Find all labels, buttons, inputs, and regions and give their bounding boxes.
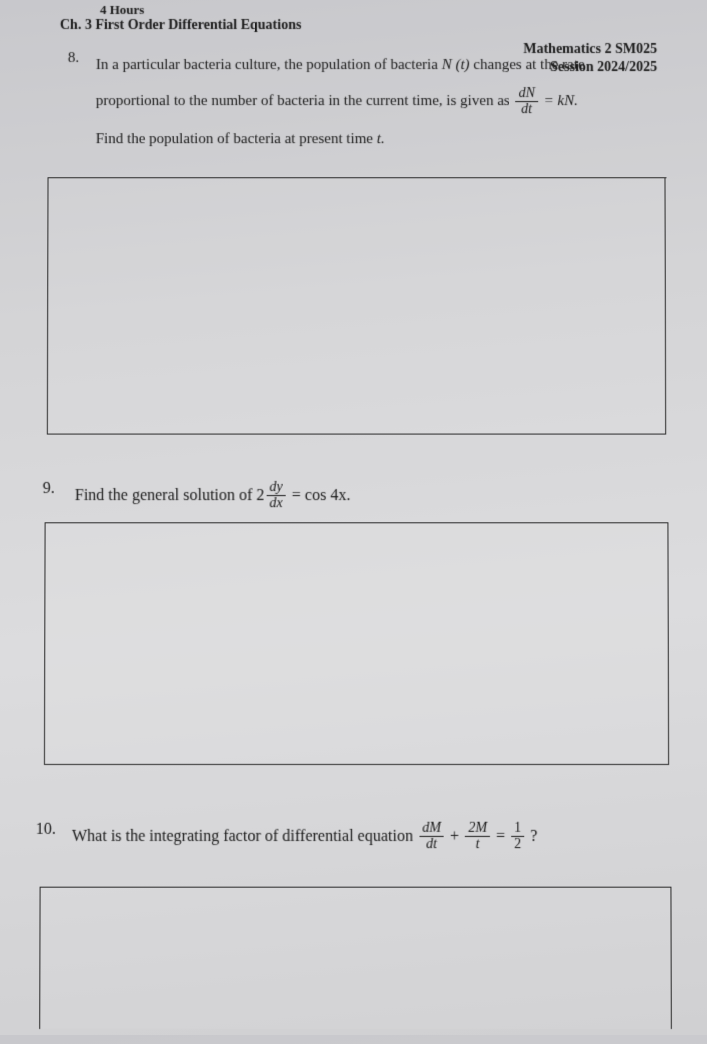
frac-den: dx: [266, 496, 285, 512]
text: What is the integrating factor of differ…: [72, 827, 417, 844]
question-number: 9.: [43, 480, 55, 498]
text: proportional to the number of bacteria i…: [96, 93, 514, 109]
frac-den: dt: [516, 102, 538, 117]
frac-num: dy: [266, 480, 285, 497]
text: changes at the rate: [470, 57, 585, 73]
frac-den: t: [465, 837, 490, 853]
eq-rhs: = kN.: [540, 93, 578, 109]
frac-den: 2: [511, 837, 524, 853]
answer-box-8: [47, 178, 666, 434]
eq-rhs: = cos 4x.: [288, 487, 351, 504]
eq: =: [492, 827, 509, 844]
answer-box-10: [39, 887, 672, 1029]
answer-box-9: [44, 522, 669, 765]
text: Find the population of bacteria at prese…: [96, 131, 377, 147]
frac-num: 1: [511, 821, 524, 838]
question-number: 10.: [36, 821, 56, 839]
equation: 2dydx = cos 4x.: [256, 487, 350, 504]
frac-den: dt: [419, 837, 444, 853]
coef: 2: [256, 487, 264, 504]
math-t: t.: [377, 131, 385, 147]
chapter-title: Ch. 3 First Order Differential Equations: [60, 18, 301, 34]
worksheet-page: 4 Hours Ch. 3 First Order Differential E…: [0, 0, 707, 1044]
math-nt: N (t): [442, 57, 470, 73]
question-10: 10. What is the integrating factor of di…: [36, 821, 666, 853]
frac-num: dN: [515, 86, 537, 102]
question-text: What is the integrating factor of differ…: [72, 821, 665, 853]
equation: dMdt + 2Mt = 12 ?: [417, 827, 537, 844]
frac-num: dM: [419, 821, 444, 838]
text: In a particular bacteria culture, the po…: [96, 57, 442, 73]
question-text: In a particular bacteria culture, the po…: [96, 50, 658, 154]
equation: dNdt = kN.: [514, 93, 578, 109]
hours-label: 4 Hours: [100, 2, 144, 18]
frac-num: 2M: [465, 821, 490, 838]
question-8: 8. In a particular bacteria culture, the…: [68, 50, 658, 154]
text: Find the general solution of: [75, 487, 257, 504]
question-text: Find the general solution of 2dydx = cos…: [75, 480, 659, 512]
plus: +: [446, 827, 463, 844]
qmark: ?: [526, 827, 537, 844]
question-9: 9. Find the general solution of 2dydx = …: [43, 480, 659, 512]
question-number: 8.: [68, 50, 79, 67]
